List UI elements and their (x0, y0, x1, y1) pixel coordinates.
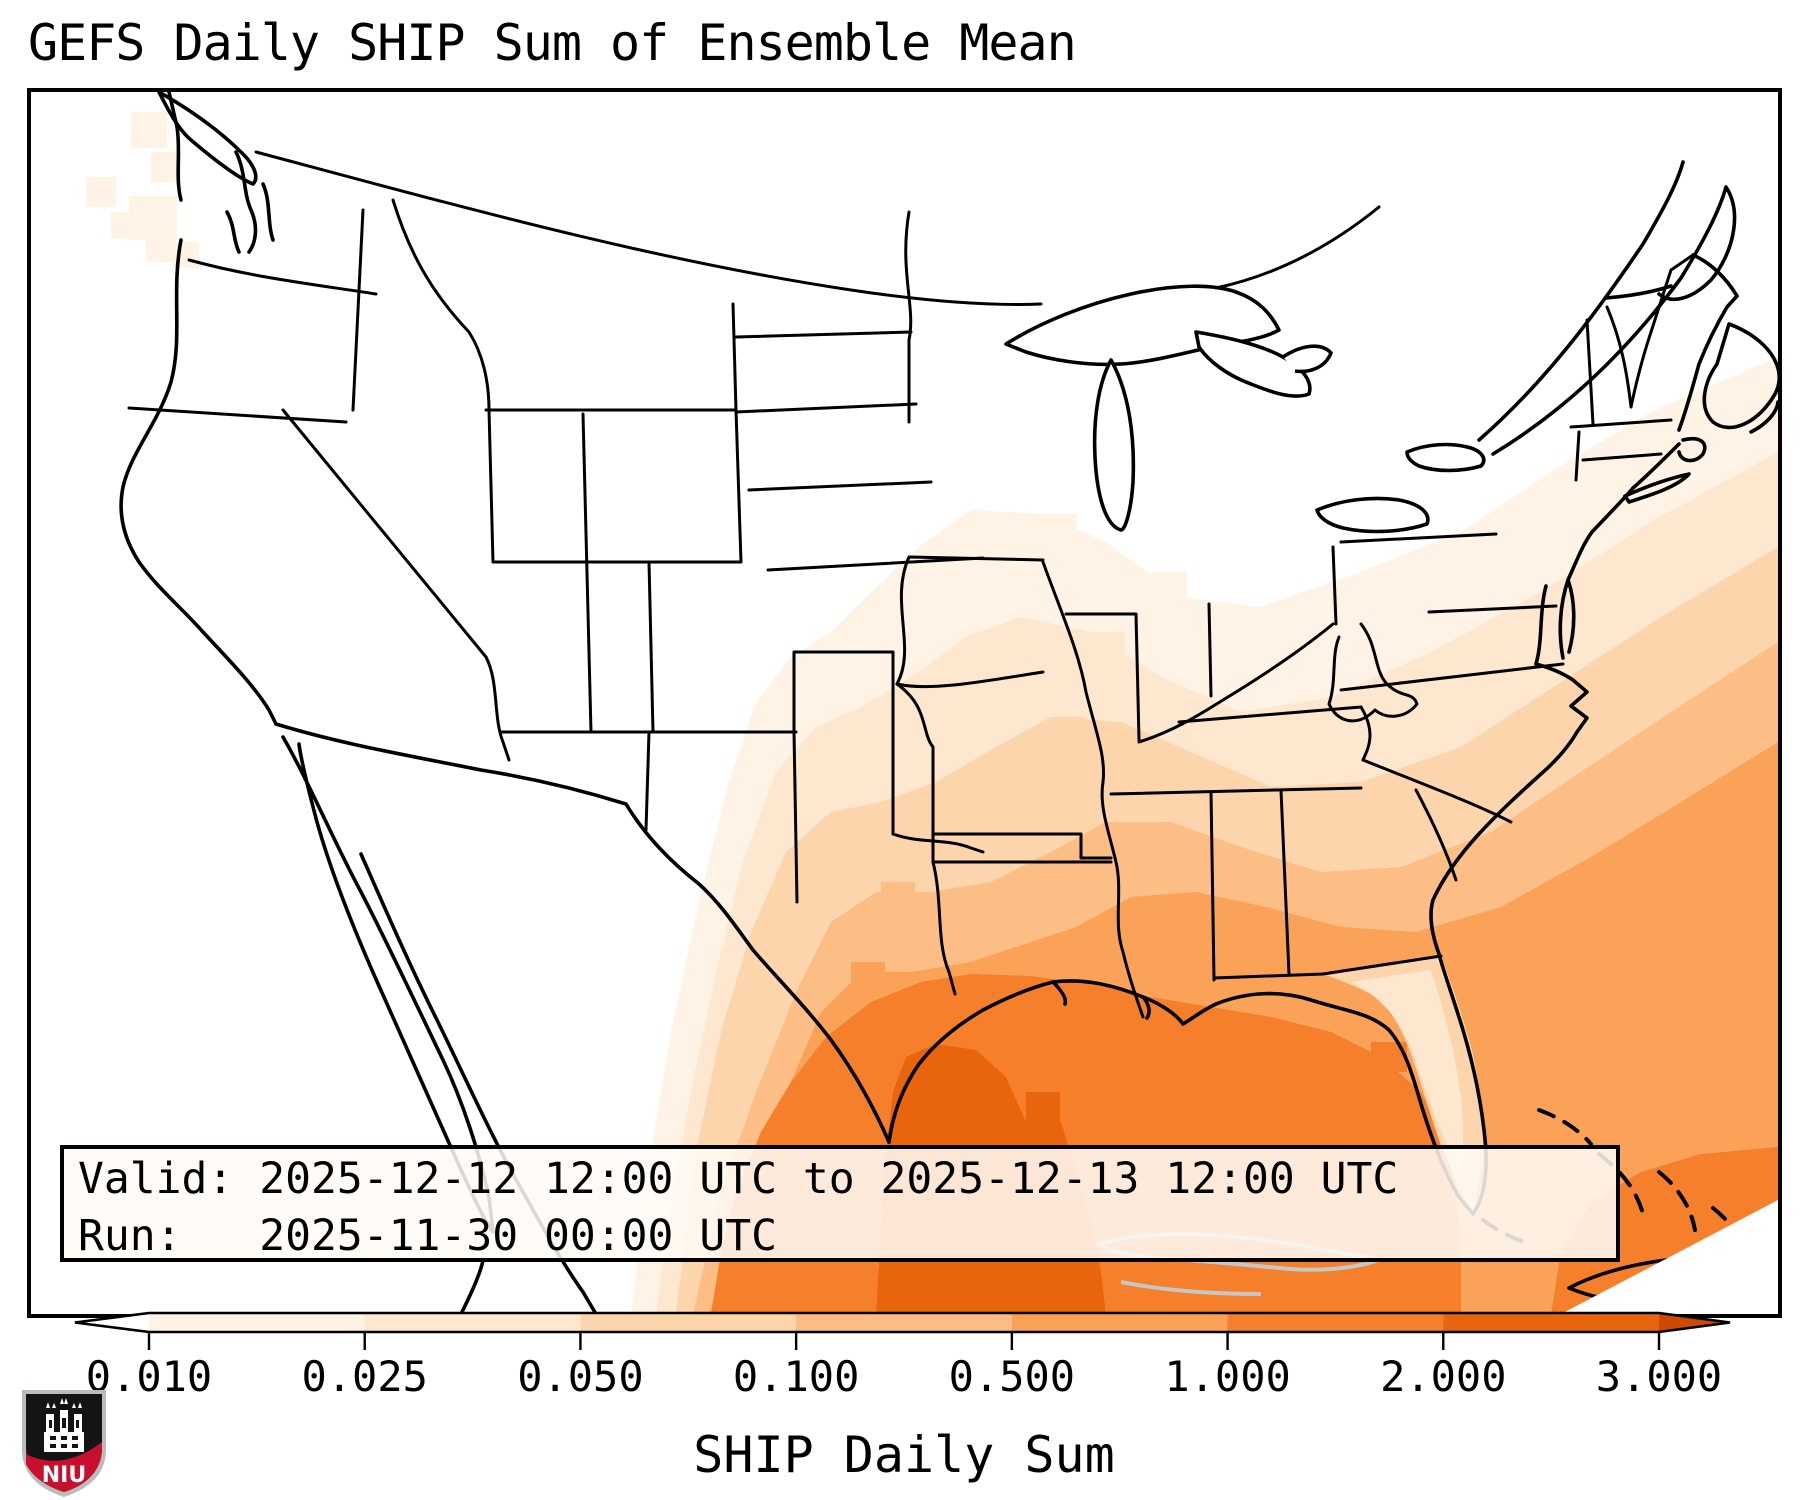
colorbar-segment (149, 1313, 366, 1332)
colorbar-under-arrow (75, 1313, 149, 1332)
colorbar-tick-label: 1.000 (1164, 1352, 1291, 1401)
validity-info-box: Valid: 2025-12-12 12:00 UTC to 2025-12-1… (60, 1145, 1620, 1262)
state-borders (127, 150, 1695, 1019)
colorbar-segment (580, 1313, 798, 1332)
colorbar-over-arrow (1659, 1313, 1730, 1332)
map-panel: Valid: 2025-12-12 12:00 UTC to 2025-12-1… (27, 88, 1782, 1318)
colorbar-segment (796, 1313, 1013, 1332)
colorbar: 0.010 0.025 0.050 0.100 0.500 1.000 2.000 3.000… (0, 1300, 1803, 1500)
colorbar-tick-label: 0.100 (732, 1352, 860, 1401)
colorbar-tick-label: 0.025 (301, 1352, 428, 1401)
logo-shield-red (26, 1442, 102, 1492)
colorbar-axis-label: SHIP Daily Sum (693, 1426, 1115, 1484)
colorbar-tick-label: 2.000 (1380, 1352, 1507, 1401)
colorbar-bar (74, 1311, 1731, 1350)
colorbar-segment (364, 1313, 582, 1332)
logo-niu-text: NIU (42, 1463, 86, 1488)
colorbar-segment (1443, 1313, 1660, 1332)
colorbar-ticks (147, 1332, 1661, 1350)
valid-line: Valid: 2025-12-12 12:00 UTC to 2025-12-1… (78, 1154, 1399, 1204)
logo-castle-windows (49, 1418, 79, 1448)
colorbar-tick-label: 0.010 (85, 1352, 213, 1401)
colorbar-segment (1011, 1313, 1229, 1332)
colorbar-tick-label: 3.000 (1595, 1352, 1723, 1401)
great-lakes (1004, 284, 1486, 534)
run-line: Run: 2025-11-30 00:00 UTC (78, 1211, 777, 1261)
colorbar-segment (1227, 1313, 1445, 1332)
page-title: GEFS Daily SHIP Sum of Ensemble Mean (28, 14, 1077, 72)
colorbar-tick-label: 0.500 (948, 1352, 1076, 1401)
colorbar-tick-label: 0.050 (517, 1352, 644, 1401)
conus-ship-map (86, 92, 1778, 1314)
data-domain-edge (1561, 1200, 1778, 1314)
ship-shading (86, 112, 1778, 1314)
coastlines (119, 92, 1778, 1314)
niu-logo: NIU (22, 1390, 106, 1497)
